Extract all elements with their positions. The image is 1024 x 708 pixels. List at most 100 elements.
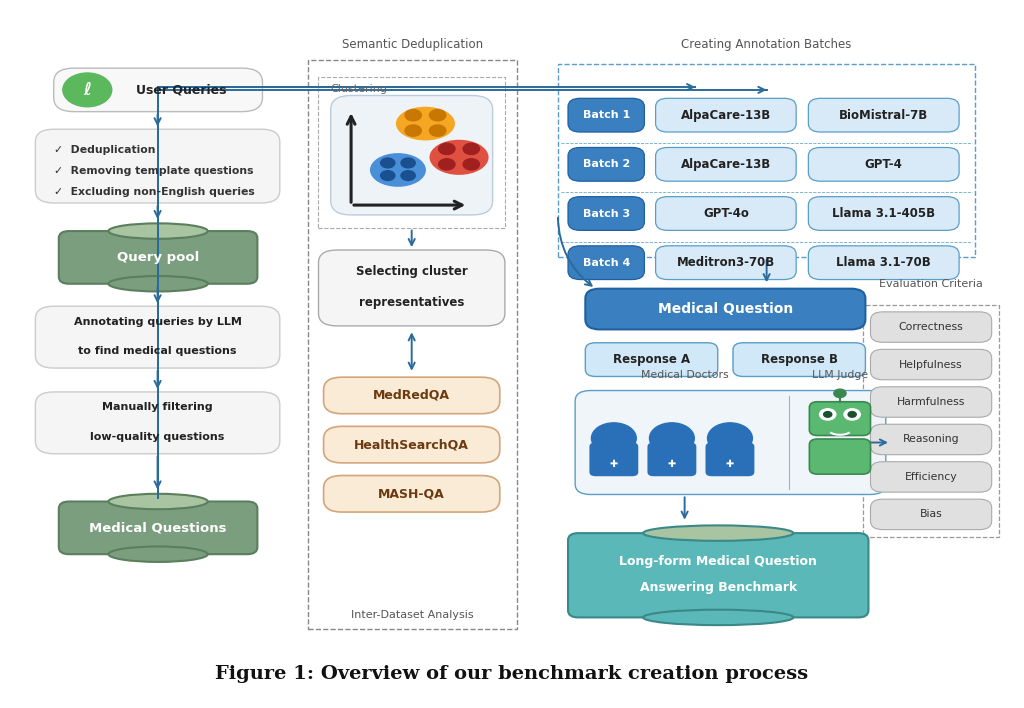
FancyBboxPatch shape (655, 98, 796, 132)
Ellipse shape (109, 276, 208, 292)
Text: Selecting cluster: Selecting cluster (355, 266, 468, 278)
Text: AlpaCare-13B: AlpaCare-13B (681, 158, 771, 171)
Circle shape (463, 143, 479, 154)
FancyBboxPatch shape (331, 96, 493, 215)
FancyBboxPatch shape (808, 246, 959, 280)
Text: Long-form Medical Question: Long-form Medical Question (620, 555, 817, 568)
FancyBboxPatch shape (318, 250, 505, 326)
Text: representatives: representatives (359, 295, 464, 309)
FancyBboxPatch shape (590, 442, 638, 476)
FancyBboxPatch shape (655, 246, 796, 280)
FancyBboxPatch shape (324, 476, 500, 512)
Text: ✓  Excluding non-English queries: ✓ Excluding non-English queries (53, 188, 254, 198)
FancyBboxPatch shape (870, 499, 991, 530)
Text: Inter-Dataset Analysis: Inter-Dataset Analysis (351, 610, 474, 620)
Text: ✓  Removing template questions: ✓ Removing template questions (53, 166, 253, 176)
Text: Medical Question: Medical Question (657, 302, 793, 316)
FancyBboxPatch shape (870, 462, 991, 492)
Text: ✚: ✚ (726, 459, 734, 469)
Circle shape (834, 389, 846, 398)
Text: Bias: Bias (920, 509, 942, 520)
FancyBboxPatch shape (706, 442, 755, 476)
Text: Harmfulness: Harmfulness (897, 397, 966, 407)
FancyBboxPatch shape (809, 401, 870, 435)
Circle shape (438, 159, 455, 170)
Text: User Queries: User Queries (136, 84, 226, 96)
Ellipse shape (109, 547, 208, 562)
Text: ✚: ✚ (668, 459, 676, 469)
Ellipse shape (370, 153, 426, 187)
FancyBboxPatch shape (870, 312, 991, 342)
FancyBboxPatch shape (655, 197, 796, 230)
Text: Answering Benchmark: Answering Benchmark (640, 581, 797, 595)
Text: Semantic Deduplication: Semantic Deduplication (342, 38, 483, 52)
Circle shape (62, 73, 112, 107)
Text: Response B: Response B (761, 353, 838, 366)
Text: Batch 1: Batch 1 (583, 110, 631, 120)
Text: Response A: Response A (613, 353, 690, 366)
FancyBboxPatch shape (655, 147, 796, 181)
FancyBboxPatch shape (36, 307, 280, 368)
Text: Meditron3-70B: Meditron3-70B (677, 256, 775, 269)
Text: GPT-4o: GPT-4o (702, 207, 749, 220)
FancyBboxPatch shape (647, 442, 696, 476)
Circle shape (401, 171, 416, 181)
FancyBboxPatch shape (36, 392, 280, 454)
Text: Annotating queries by LLM: Annotating queries by LLM (74, 316, 242, 326)
Text: Batch 4: Batch 4 (583, 258, 631, 268)
FancyBboxPatch shape (53, 68, 262, 112)
FancyBboxPatch shape (808, 98, 959, 132)
Text: low-quality questions: low-quality questions (90, 432, 225, 442)
FancyBboxPatch shape (568, 98, 644, 132)
Circle shape (381, 158, 395, 168)
Text: Efficiency: Efficiency (905, 472, 957, 482)
Text: AlpaCare-13B: AlpaCare-13B (681, 108, 771, 122)
Text: Correctness: Correctness (899, 322, 964, 332)
Text: ✓  Deduplication: ✓ Deduplication (53, 145, 156, 155)
Ellipse shape (109, 493, 208, 509)
Text: Query pool: Query pool (117, 251, 200, 264)
Circle shape (401, 158, 416, 168)
Circle shape (429, 110, 445, 121)
Text: Figure 1: Overview of our benchmark creation process: Figure 1: Overview of our benchmark crea… (215, 665, 809, 683)
Circle shape (406, 110, 421, 121)
FancyBboxPatch shape (870, 387, 991, 417)
Text: Batch 2: Batch 2 (583, 159, 631, 169)
FancyBboxPatch shape (568, 147, 644, 181)
FancyBboxPatch shape (575, 391, 886, 494)
FancyBboxPatch shape (324, 426, 500, 463)
Text: Helpfulness: Helpfulness (899, 360, 963, 370)
Circle shape (823, 411, 831, 417)
Text: Medical Questions: Medical Questions (89, 521, 227, 535)
Text: LLM Judge: LLM Judge (812, 370, 868, 380)
Text: MASH-QA: MASH-QA (378, 487, 445, 501)
Text: Llama 3.1-405B: Llama 3.1-405B (833, 207, 935, 220)
Ellipse shape (429, 139, 488, 175)
Text: Llama 3.1-70B: Llama 3.1-70B (837, 256, 931, 269)
Circle shape (708, 423, 753, 454)
Text: Clustering: Clustering (331, 84, 388, 94)
Circle shape (848, 411, 856, 417)
Text: Evaluation Criteria: Evaluation Criteria (880, 279, 983, 289)
FancyBboxPatch shape (36, 130, 280, 203)
FancyBboxPatch shape (568, 533, 868, 617)
Text: Reasoning: Reasoning (903, 435, 959, 445)
Ellipse shape (109, 223, 208, 239)
Text: ℓ: ℓ (83, 81, 91, 99)
FancyBboxPatch shape (733, 343, 865, 377)
Circle shape (649, 423, 694, 454)
Circle shape (819, 409, 836, 420)
FancyBboxPatch shape (58, 231, 257, 284)
Circle shape (592, 423, 636, 454)
Ellipse shape (396, 107, 455, 140)
Text: Batch 3: Batch 3 (583, 209, 631, 219)
Circle shape (406, 125, 421, 136)
FancyBboxPatch shape (808, 147, 959, 181)
Text: Manually filtering: Manually filtering (102, 402, 213, 412)
Circle shape (381, 171, 395, 181)
Circle shape (844, 409, 860, 420)
Circle shape (438, 143, 455, 154)
Text: BioMistral-7B: BioMistral-7B (839, 108, 929, 122)
FancyBboxPatch shape (568, 246, 644, 280)
FancyBboxPatch shape (324, 377, 500, 413)
